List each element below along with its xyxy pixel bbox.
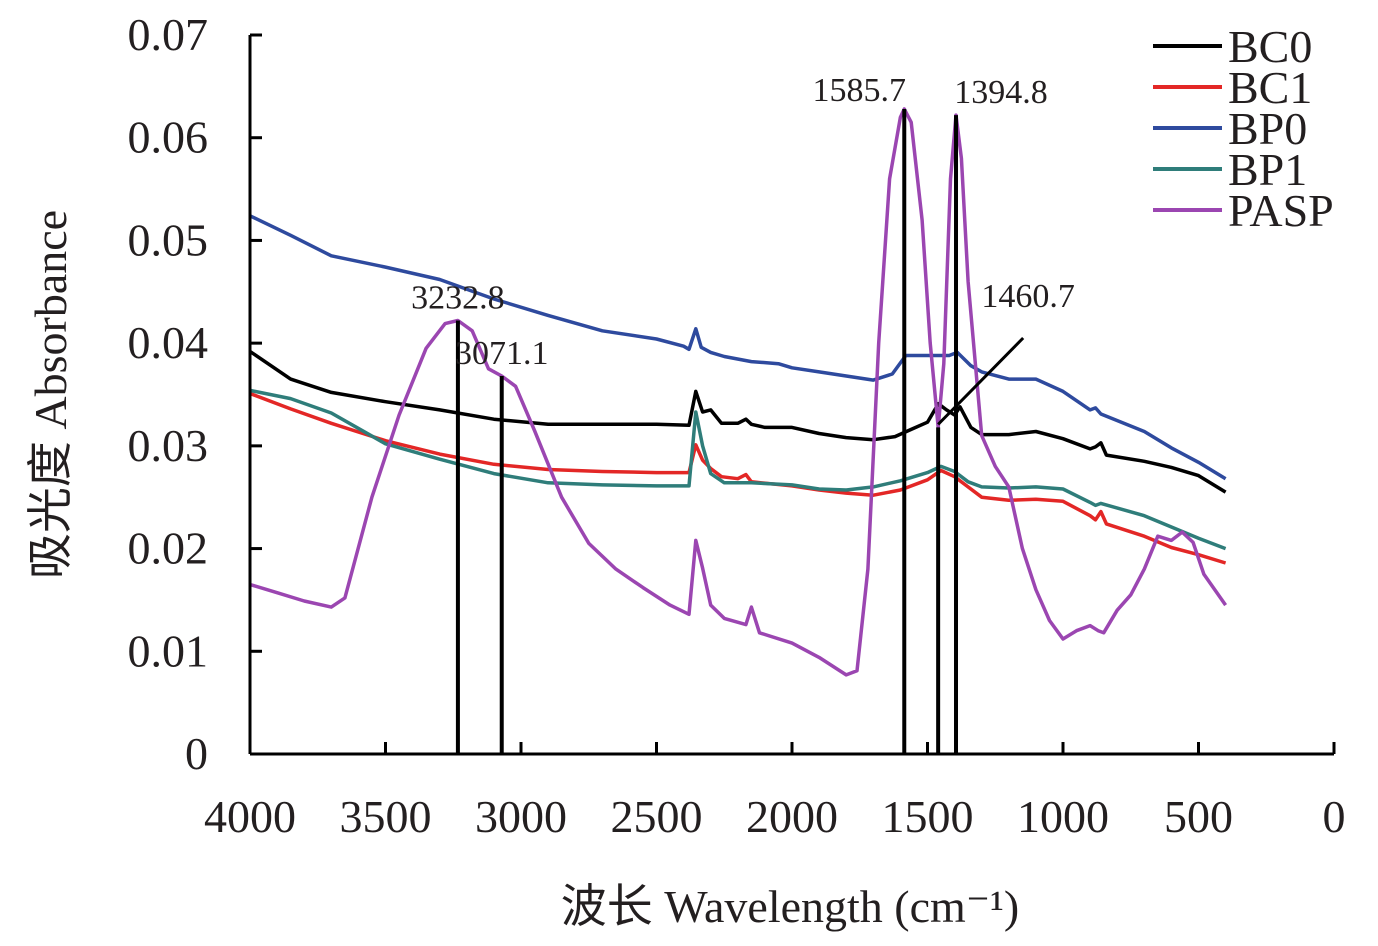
y-axis-title: 吸光度 Absorbance xyxy=(25,210,76,579)
series-line-pasp xyxy=(249,107,1228,677)
peak-label-1585.7: 1585.7 xyxy=(813,72,907,109)
x-tick-label: 4000 xyxy=(204,791,296,842)
legend-label-bp1: BP1 xyxy=(1228,144,1307,195)
y-tick-label: 0.03 xyxy=(128,420,209,471)
series-layer xyxy=(249,107,1228,677)
series-line-bp1 xyxy=(249,388,1227,551)
x-tick-label: 0 xyxy=(1323,791,1346,842)
x-tick-label: 2500 xyxy=(611,791,703,842)
y-tick-label: 0 xyxy=(185,728,208,779)
x-tick-label: 1500 xyxy=(882,791,974,842)
y-tick-label: 0.01 xyxy=(128,625,209,676)
y-tick-label: 0.06 xyxy=(128,112,209,163)
peak-label-3232.8: 3232.8 xyxy=(411,280,505,317)
x-tick-label: 1000 xyxy=(1017,791,1109,842)
peak-label-1460.7: 1460.7 xyxy=(981,278,1075,315)
legend-label-pasp: PASP xyxy=(1228,185,1334,236)
y-tick-label: 0.02 xyxy=(128,523,209,574)
x-tick-label: 500 xyxy=(1164,791,1233,842)
legend-label-bc1: BC1 xyxy=(1228,62,1312,113)
series-line-bc0 xyxy=(249,349,1227,494)
legend-label-bp0: BP0 xyxy=(1228,103,1307,154)
y-tick-label: 0.05 xyxy=(128,214,209,265)
peak-leader-1460.7 xyxy=(937,336,1025,426)
peak-marker-layer: 3232.8 3071.1 1585.7 1460.7 1394.8 xyxy=(411,72,1075,754)
x-tick-label: 2000 xyxy=(746,791,838,842)
y-tick-label: 0.04 xyxy=(128,317,209,368)
axes: 4000 3500 3000 2500 2000 1500 1000 500 0 0 0.01 0.0… xyxy=(128,9,1346,842)
peak-label-3071.1: 3071.1 xyxy=(455,335,549,372)
x-tick-label: 3000 xyxy=(475,791,567,842)
y-tick-label: 0.07 xyxy=(128,9,209,60)
x-axis-title: 波长 Wavelength (cm⁻¹) xyxy=(561,881,1019,932)
x-tick-label: 3500 xyxy=(340,791,432,842)
peak-label-1394.8: 1394.8 xyxy=(954,74,1048,111)
series-line-bp0 xyxy=(249,214,1227,481)
series-line-bc1 xyxy=(249,391,1227,565)
legend-label-bc0: BC0 xyxy=(1228,21,1312,72)
